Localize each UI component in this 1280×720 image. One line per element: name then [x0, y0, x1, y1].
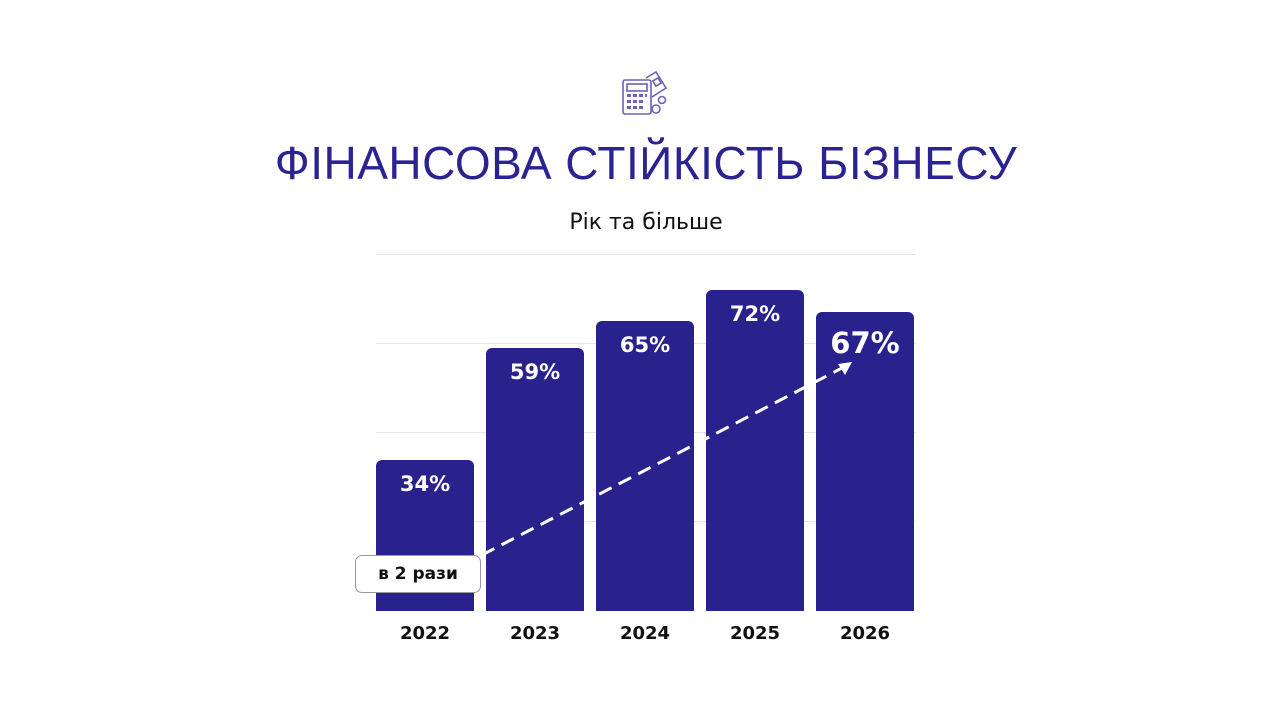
x-axis-label: 2026 — [839, 623, 891, 644]
bar-value-label: 72% — [729, 302, 781, 326]
bar-2026: 67% — [816, 312, 914, 611]
chart-subtitle: Рік та більше — [569, 210, 723, 235]
x-axis-label: 2024 — [619, 623, 671, 644]
gridline — [376, 254, 916, 255]
page-title: ФІНАНСОВА СТІЙКІСТЬ БІЗНЕСУ — [274, 137, 1018, 189]
bar-value-label: 59% — [509, 360, 561, 384]
bar-value-label: 34% — [399, 472, 451, 496]
bar-value-label: 67% — [830, 326, 900, 360]
bar-2023: 59% — [486, 348, 584, 611]
bar-2025: 72% — [706, 290, 804, 611]
calculator-money-icon — [618, 70, 670, 118]
growth-callout: в 2 рази — [355, 555, 481, 593]
bar-2024: 65% — [596, 321, 694, 611]
x-axis-label: 2022 — [399, 623, 451, 644]
bar-value-label: 65% — [619, 333, 671, 357]
x-axis-label: 2023 — [509, 623, 561, 644]
x-axis-label: 2025 — [729, 623, 781, 644]
